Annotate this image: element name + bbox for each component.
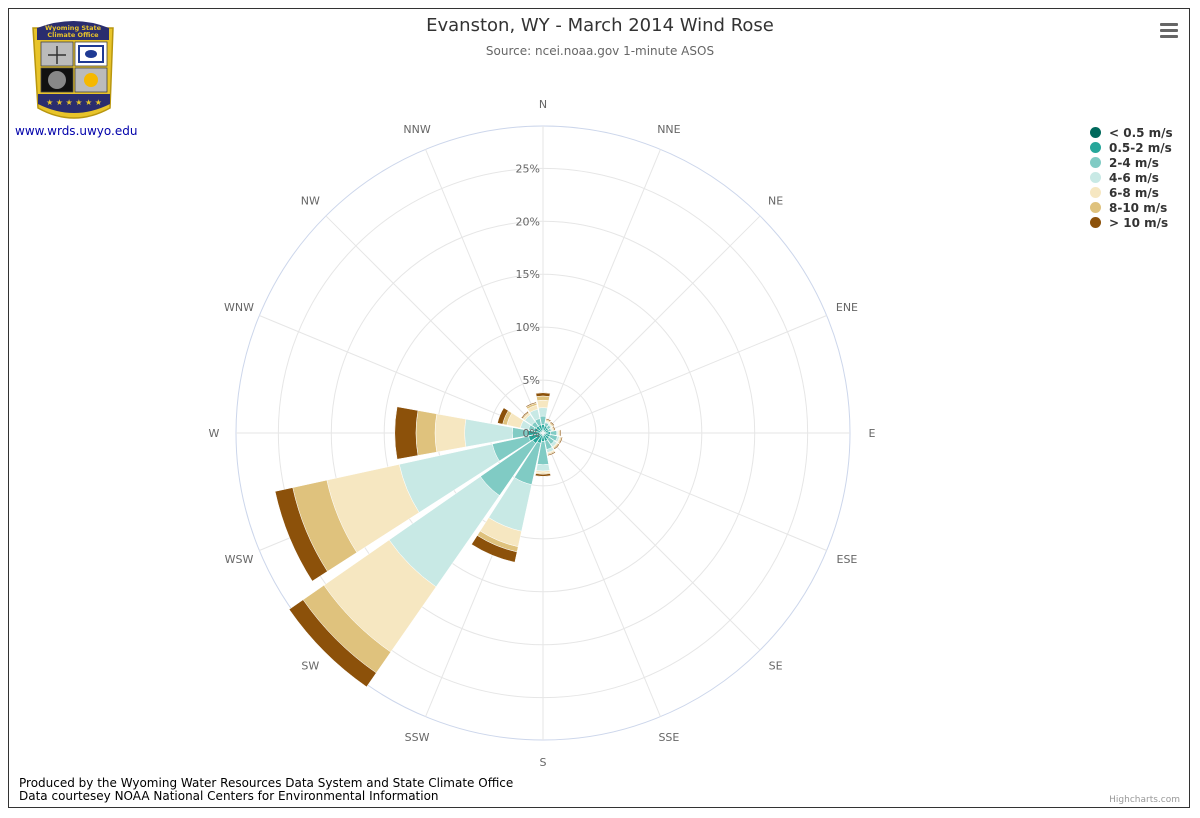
legend-swatch — [1090, 187, 1101, 198]
highcharts-credits-link[interactable]: Highcharts.com — [1109, 795, 1180, 805]
chart-frame — [8, 8, 1190, 808]
context-menu-button[interactable] — [1158, 20, 1180, 40]
legend: < 0.5 m/s 0.5-2 m/s 2-4 m/s 4-6 m/s 6-8 m/s 8… — [1090, 125, 1173, 230]
legend-swatch — [1090, 127, 1101, 138]
legend-label: 2-4 m/s — [1109, 155, 1159, 170]
legend-label: 0.5-2 m/s — [1109, 140, 1172, 155]
legend-label: > 10 m/s — [1109, 215, 1169, 230]
footer-line-1: Produced by the Wyoming Water Resources … — [19, 776, 514, 790]
website-link[interactable]: www.wrds.uwyo.edu — [15, 124, 138, 138]
legend-swatch — [1090, 157, 1101, 168]
chart-title: Evanston, WY - March 2014 Wind Rose — [426, 15, 774, 36]
hamburger-icon-bar — [1160, 35, 1178, 38]
hamburger-icon-bar — [1160, 29, 1178, 32]
hamburger-icon-bar — [1160, 23, 1178, 26]
legend-item[interactable]: > 10 m/s — [1090, 215, 1173, 230]
legend-swatch — [1090, 202, 1101, 213]
legend-swatch — [1090, 172, 1101, 183]
legend-swatch — [1090, 217, 1101, 228]
legend-label: 4-6 m/s — [1109, 170, 1159, 185]
legend-item[interactable]: 6-8 m/s — [1090, 185, 1173, 200]
legend-label: 6-8 m/s — [1109, 185, 1159, 200]
footer-line-2: Data courtesey NOAA National Centers for… — [19, 789, 439, 803]
legend-label: 8-10 m/s — [1109, 200, 1168, 215]
legend-item[interactable]: 0.5-2 m/s — [1090, 140, 1173, 155]
chart-subtitle: Source: ncei.noaa.gov 1-minute ASOS — [485, 44, 715, 58]
legend-swatch — [1090, 142, 1101, 153]
legend-label: < 0.5 m/s — [1109, 125, 1173, 140]
legend-item[interactable]: 8-10 m/s — [1090, 200, 1173, 215]
legend-item[interactable]: < 0.5 m/s — [1090, 125, 1173, 140]
legend-item[interactable]: 2-4 m/s — [1090, 155, 1173, 170]
footer-text: Produced by the Wyoming Water Resources … — [19, 777, 513, 803]
legend-item[interactable]: 4-6 m/s — [1090, 170, 1173, 185]
